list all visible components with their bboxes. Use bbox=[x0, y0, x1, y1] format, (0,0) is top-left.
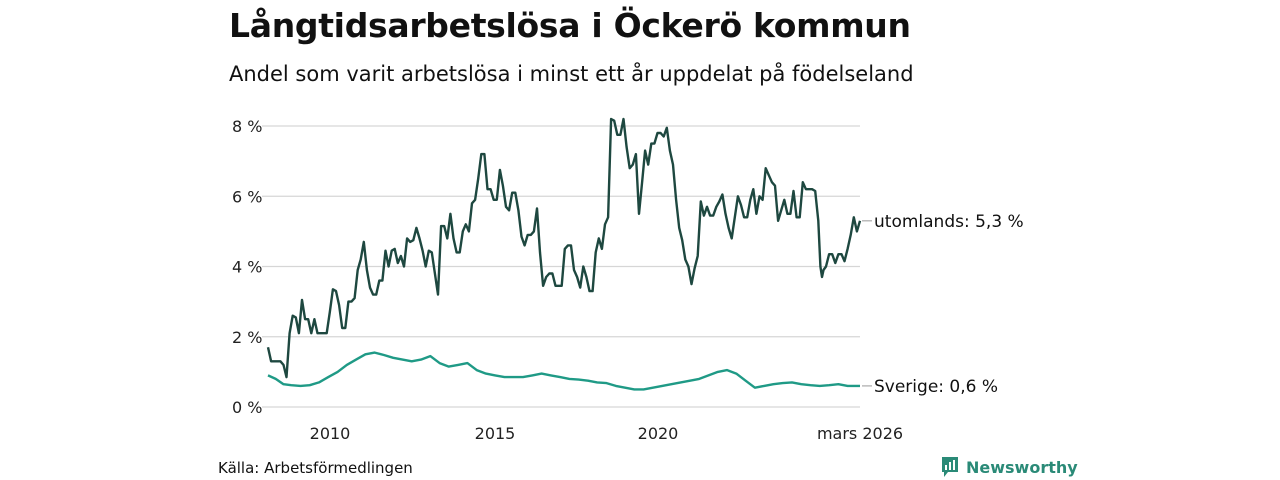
x-tick-label: 2010 bbox=[310, 424, 351, 443]
y-tick-label: 4 % bbox=[232, 258, 262, 277]
newsworthy-logo-icon bbox=[942, 457, 958, 477]
chart-subtitle: Andel som varit arbetslösa i minst ett å… bbox=[229, 62, 914, 86]
x-tick-label: mars 2026 bbox=[817, 424, 903, 443]
brand-name: Newsworthy bbox=[966, 457, 1078, 477]
brand[interactable]: Newsworthy bbox=[940, 456, 1078, 478]
series-line-utomlands bbox=[266, 117, 862, 379]
end-label-sverige: Sverige: 0,6 % bbox=[874, 377, 998, 397]
x-tick-label: 2020 bbox=[638, 424, 679, 443]
y-tick-label: 8 % bbox=[232, 117, 262, 136]
end-label-utomlands: utomlands: 5,3 % bbox=[874, 212, 1024, 232]
source-note: Källa: Arbetsförmedlingen bbox=[218, 459, 413, 477]
chart-title: Långtidsarbetslösa i Öckerö kommun bbox=[229, 6, 911, 45]
y-tick-label: 0 % bbox=[232, 398, 262, 417]
line-chart: 0 % 2 % 4 % 6 % 8 % 2010 2015 2020 mars 2026 utom… bbox=[232, 117, 1024, 443]
y-tick-label: 6 % bbox=[232, 187, 262, 206]
x-tick-label: 2015 bbox=[475, 424, 516, 443]
series-line-sverige bbox=[267, 351, 860, 391]
y-tick-label: 2 % bbox=[232, 328, 262, 347]
